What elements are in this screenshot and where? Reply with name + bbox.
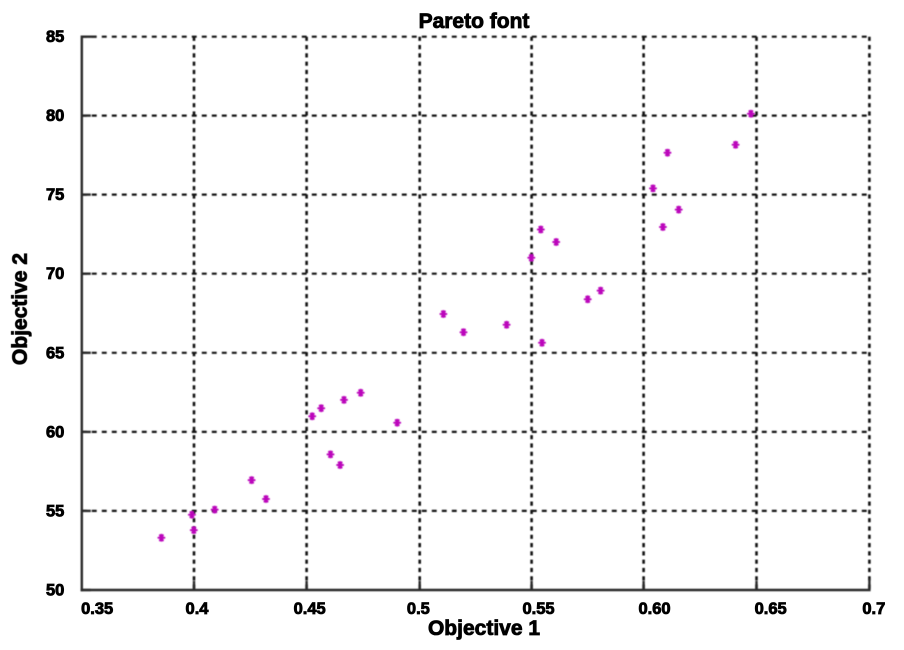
svg-text:75: 75: [46, 186, 64, 204]
svg-text:50: 50: [46, 582, 64, 600]
svg-text:Objective 1: Objective 1: [428, 617, 540, 640]
svg-text:80: 80: [46, 107, 64, 125]
svg-text:0.35: 0.35: [81, 600, 113, 618]
svg-text:0.4: 0.4: [186, 600, 210, 618]
svg-text:0.55: 0.55: [522, 600, 554, 618]
svg-text:70: 70: [46, 265, 64, 283]
svg-text:Pareto font: Pareto font: [419, 10, 530, 33]
svg-text:0.7: 0.7: [862, 600, 885, 618]
svg-text:85: 85: [46, 28, 64, 46]
svg-text:55: 55: [46, 502, 64, 520]
svg-text:0.60: 0.60: [638, 600, 670, 618]
svg-text:0.5: 0.5: [407, 600, 430, 618]
svg-text:0.45: 0.45: [294, 600, 326, 618]
svg-text:60: 60: [46, 423, 64, 441]
svg-text:0.65: 0.65: [755, 600, 787, 618]
svg-text:Objective 2: Objective 2: [9, 253, 32, 365]
svg-text:65: 65: [46, 344, 64, 362]
